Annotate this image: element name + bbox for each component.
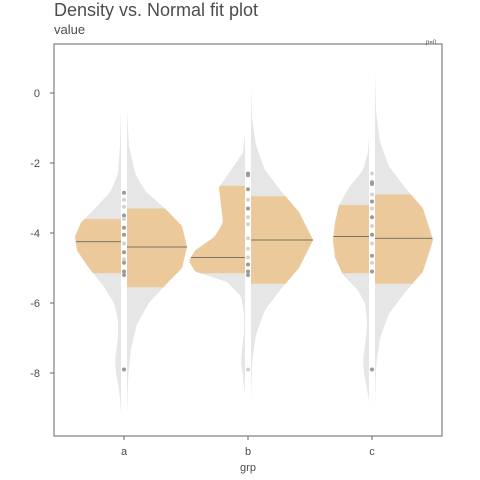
data-point: [246, 236, 250, 241]
y-tick-label: -8: [30, 368, 40, 380]
data-point: [370, 182, 374, 186]
p-value-annotation: p=0: [426, 40, 437, 46]
data-point: [246, 246, 250, 251]
data-point: [370, 367, 374, 372]
data-point: [370, 232, 374, 237]
x-tick-label: b: [245, 446, 251, 458]
data-point: [370, 224, 374, 228]
empirical-quartile-region-a: [75, 219, 121, 274]
points-layer: [122, 171, 374, 372]
y-tick-label: -2: [30, 158, 40, 170]
normal-fit-quartile-region-a: [127, 208, 187, 288]
data-point: [122, 232, 126, 237]
violin-layer: [75, 72, 433, 415]
data-point: [122, 241, 126, 246]
empirical-quartile-region-c: [333, 205, 369, 274]
data-point: [246, 262, 250, 267]
data-point: [246, 215, 250, 220]
data-point: [246, 273, 250, 277]
data-point: [122, 204, 126, 209]
data-point: [122, 197, 126, 202]
data-point: [246, 173, 250, 178]
data-point: [122, 250, 126, 255]
x-tick-label: c: [369, 446, 375, 458]
data-point: [370, 206, 374, 211]
data-point: [246, 187, 250, 192]
data-point: [122, 190, 126, 195]
data-point: [246, 197, 250, 202]
violin-group-b: [189, 86, 313, 401]
data-point: [246, 255, 250, 260]
data-point: [122, 225, 126, 230]
chart-subtitle: value: [54, 22, 86, 37]
x-axis-title: grp: [240, 462, 256, 474]
violin-group-a: [75, 110, 187, 415]
data-point: [122, 367, 126, 372]
center-strip-c: [369, 72, 375, 408]
x-tick-label: a: [121, 446, 128, 458]
data-point: [370, 192, 374, 197]
y-tick-label: 0: [34, 88, 40, 100]
center-strip-b: [245, 86, 251, 401]
data-point: [122, 213, 126, 218]
data-point: [122, 217, 126, 221]
y-tick-label: -6: [30, 298, 40, 310]
data-point: [246, 269, 250, 274]
data-point: [370, 269, 374, 274]
data-point: [122, 260, 126, 265]
empirical-quartile-region-b: [189, 185, 245, 274]
data-point: [370, 260, 374, 265]
normal-fit-quartile-region-c: [375, 194, 433, 284]
data-point: [246, 222, 250, 227]
y-tick-label: -4: [30, 228, 40, 240]
axes-layer: a b c 0 -2 -4 -6 -8: [30, 88, 375, 458]
data-point: [122, 273, 126, 277]
data-point: [370, 215, 374, 220]
data-point: [370, 253, 374, 258]
data-point: [370, 199, 374, 204]
data-point: [246, 206, 250, 211]
data-point: [122, 257, 126, 262]
data-point: [370, 241, 374, 246]
chart-title: Density vs. Normal fit plot: [54, 0, 259, 20]
plot-panel-border: [53, 43, 443, 437]
violin-group-c: [333, 72, 433, 408]
data-point: [370, 171, 374, 176]
data-point: [122, 269, 126, 274]
data-point: [246, 367, 250, 372]
